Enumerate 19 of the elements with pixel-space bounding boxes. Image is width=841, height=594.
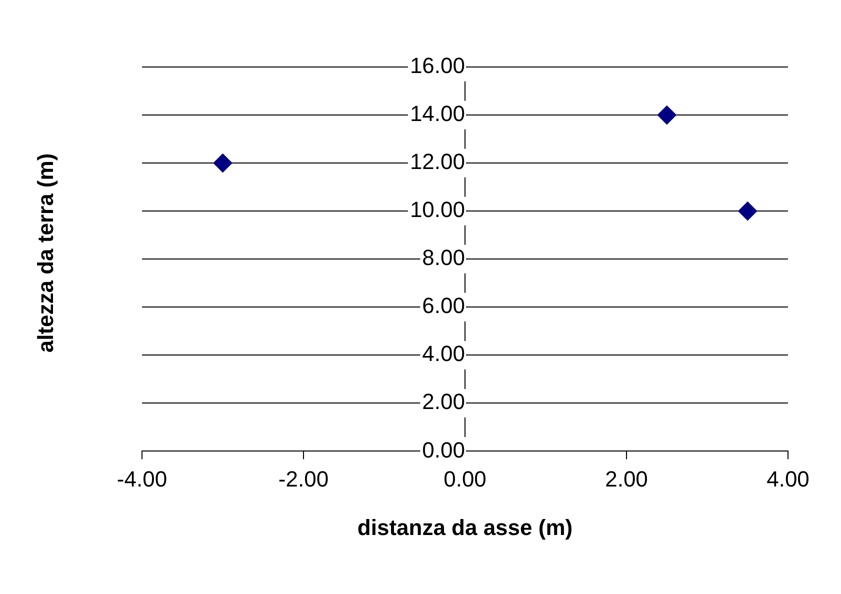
y-tick-label: 4.00 (422, 341, 465, 366)
x-tick-label: 2.00 (605, 466, 648, 492)
point (738, 202, 758, 221)
y-tick-label: 2.00 (422, 389, 465, 414)
y-tick-label: 0.00 (422, 437, 465, 462)
x-tick-label: 0.00 (444, 466, 486, 492)
y-axis-title: altezza da terra (m) (33, 153, 59, 353)
y-tick-label: 6.00 (422, 293, 465, 318)
y-tick-label: 14.00 (410, 101, 465, 126)
y-tick-label: 16.00 (410, 53, 465, 78)
x-tick-label: -4.00 (116, 466, 168, 492)
y-tick-label: 8.00 (422, 245, 465, 270)
x-tick-label: 4.00 (766, 466, 810, 492)
x-axis-title: distanza da asse (m) (357, 514, 573, 540)
y-tick-label: 10.00 (410, 197, 465, 222)
x-tick-label: -2.00 (278, 466, 329, 492)
y-tick-label: 12.00 (410, 149, 465, 174)
point (213, 154, 232, 173)
point (657, 106, 676, 125)
